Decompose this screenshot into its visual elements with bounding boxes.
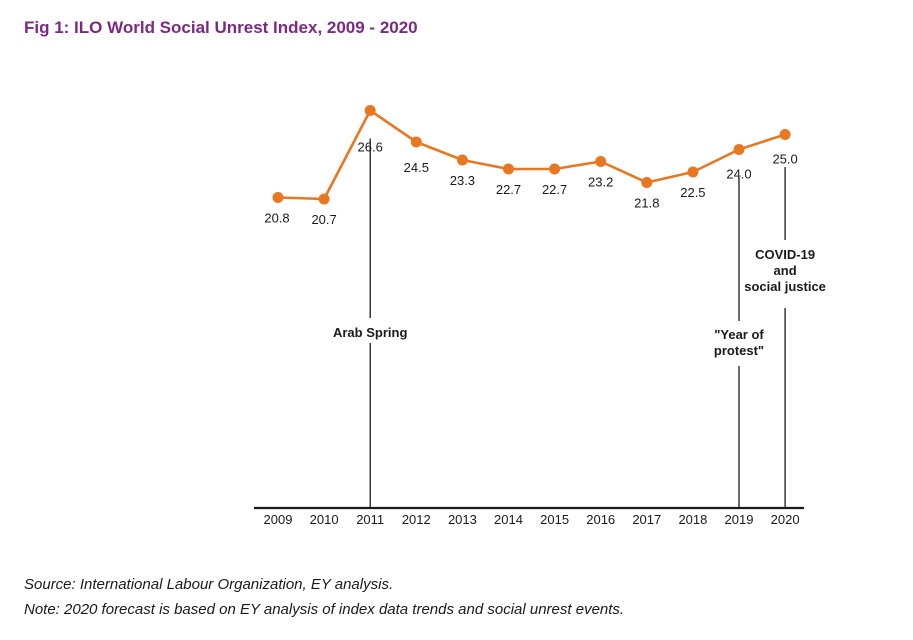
data-point	[779, 129, 791, 140]
data-label: 23.2	[588, 175, 613, 190]
x-tick-label: 2012	[402, 512, 431, 527]
annotation-label: and	[774, 263, 797, 278]
annotation-label: protest"	[714, 343, 764, 358]
data-points	[272, 105, 791, 205]
source-note: Source: International Labour Organizatio…	[24, 576, 394, 593]
data-point	[272, 192, 284, 203]
data-label: 25.0	[772, 152, 797, 167]
data-point	[410, 136, 422, 148]
data-label: 20.7	[311, 212, 336, 227]
annotation-label: COVID-19	[755, 247, 815, 262]
data-label: 21.8	[634, 196, 659, 211]
annotation-label: "Year of	[714, 327, 764, 342]
data-point	[503, 163, 514, 175]
data-point	[733, 144, 745, 155]
x-tick-label: 2011	[356, 512, 384, 527]
x-tick-label: 2017	[632, 512, 661, 527]
chart-footer: Source: International Labour Organizatio…	[24, 572, 624, 622]
data-point	[318, 193, 330, 205]
x-tick-label: 2020	[771, 512, 800, 527]
chart-title: Fig 1: ILO World Social Unrest Index, 20…	[24, 18, 418, 37]
data-label: 24.0	[726, 167, 751, 182]
data-point	[595, 156, 607, 167]
x-tick-label: 2016	[586, 512, 615, 527]
x-tick-label: 2013	[448, 512, 477, 527]
x-tick-label: 2015	[540, 512, 569, 527]
data-point	[456, 154, 468, 166]
annotation-label: social justice	[744, 279, 826, 294]
data-labels: 20.8 20.7 26.6 24.5 23.3 22.7 22.7 23.2 21.8 22.5…	[264, 140, 797, 228]
forecast-note: Note: 2020 forecast is based on EY analy…	[24, 601, 625, 618]
data-point	[549, 163, 561, 175]
x-tick-label: 2009	[264, 512, 293, 527]
data-label: 22.5	[680, 185, 705, 200]
data-label: 20.8	[264, 211, 289, 226]
annotation-label: Arab Spring	[333, 325, 407, 340]
x-tick-label: 2019	[725, 512, 754, 527]
data-label: 22.7	[542, 182, 567, 197]
x-tick-labels: 2009 2010 2011 2012 2013 2014 2015 2016 2017 2018…	[264, 512, 800, 527]
x-tick-label: 2010	[310, 512, 339, 527]
data-point	[641, 177, 653, 188]
data-label: 22.7	[496, 182, 521, 197]
data-point	[687, 166, 699, 178]
series-line	[277, 109, 786, 201]
x-tick-label: 2014	[494, 512, 523, 527]
data-label: 26.6	[358, 140, 383, 155]
data-label: 23.3	[450, 173, 475, 188]
data-point	[364, 105, 376, 116]
x-tick-label: 2018	[678, 512, 707, 527]
data-label: 24.5	[404, 160, 429, 175]
